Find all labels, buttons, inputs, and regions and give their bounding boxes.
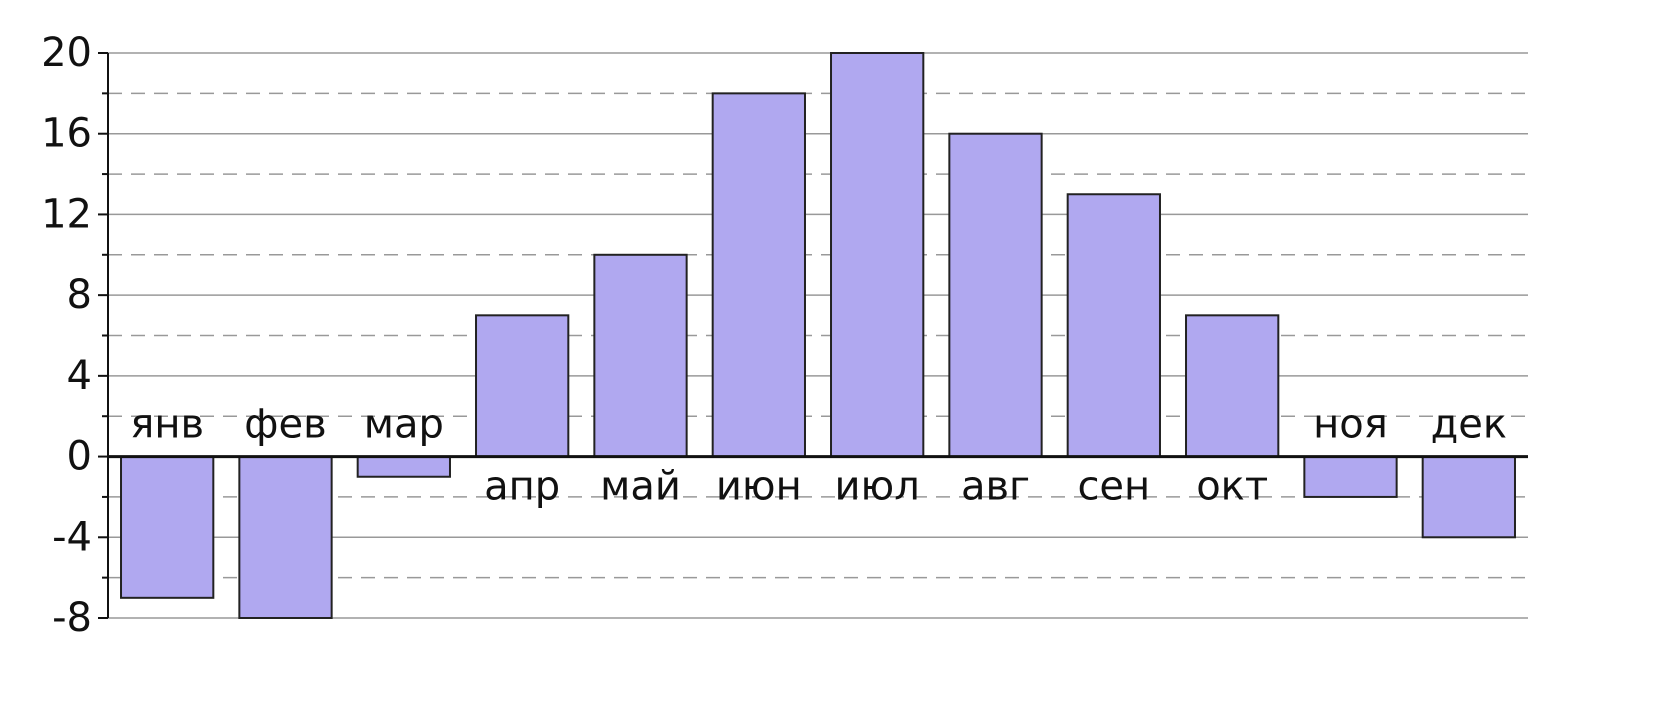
y-tick-label: 4 — [67, 353, 92, 399]
bar — [356, 455, 451, 478]
x-tick-label: авг — [961, 464, 1030, 510]
bar — [830, 52, 925, 458]
x-tick-label: май — [600, 464, 681, 510]
bar — [238, 455, 333, 620]
x-tick-label: июл — [835, 464, 920, 510]
x-tick-label: окт — [1196, 464, 1268, 510]
bar — [593, 253, 688, 458]
x-tick-label: мар — [364, 402, 444, 448]
y-tick-label: 12 — [41, 191, 92, 237]
y-tick-label: 16 — [41, 111, 92, 157]
y-tick-label: 0 — [67, 434, 92, 480]
bar — [1185, 314, 1280, 458]
bar — [1303, 455, 1398, 498]
y-tick-label: 8 — [67, 272, 92, 318]
x-tick-label: сен — [1077, 464, 1150, 510]
bar — [711, 92, 806, 458]
y-tick-label: 20 — [41, 30, 92, 76]
bar — [120, 455, 215, 599]
x-tick-label: ноя — [1313, 402, 1388, 448]
x-tick-label: янв — [130, 402, 204, 448]
x-tick-label: июн — [716, 464, 802, 510]
x-tick-label: дек — [1431, 402, 1507, 448]
bar — [1421, 455, 1516, 539]
bar — [948, 132, 1043, 458]
bar — [1066, 193, 1161, 458]
y-tick-label: -8 — [52, 595, 92, 641]
bar — [475, 314, 570, 458]
y-tick-label: -4 — [52, 514, 92, 560]
x-tick-label: фев — [244, 402, 326, 448]
x-tick-label: апр — [484, 464, 560, 510]
